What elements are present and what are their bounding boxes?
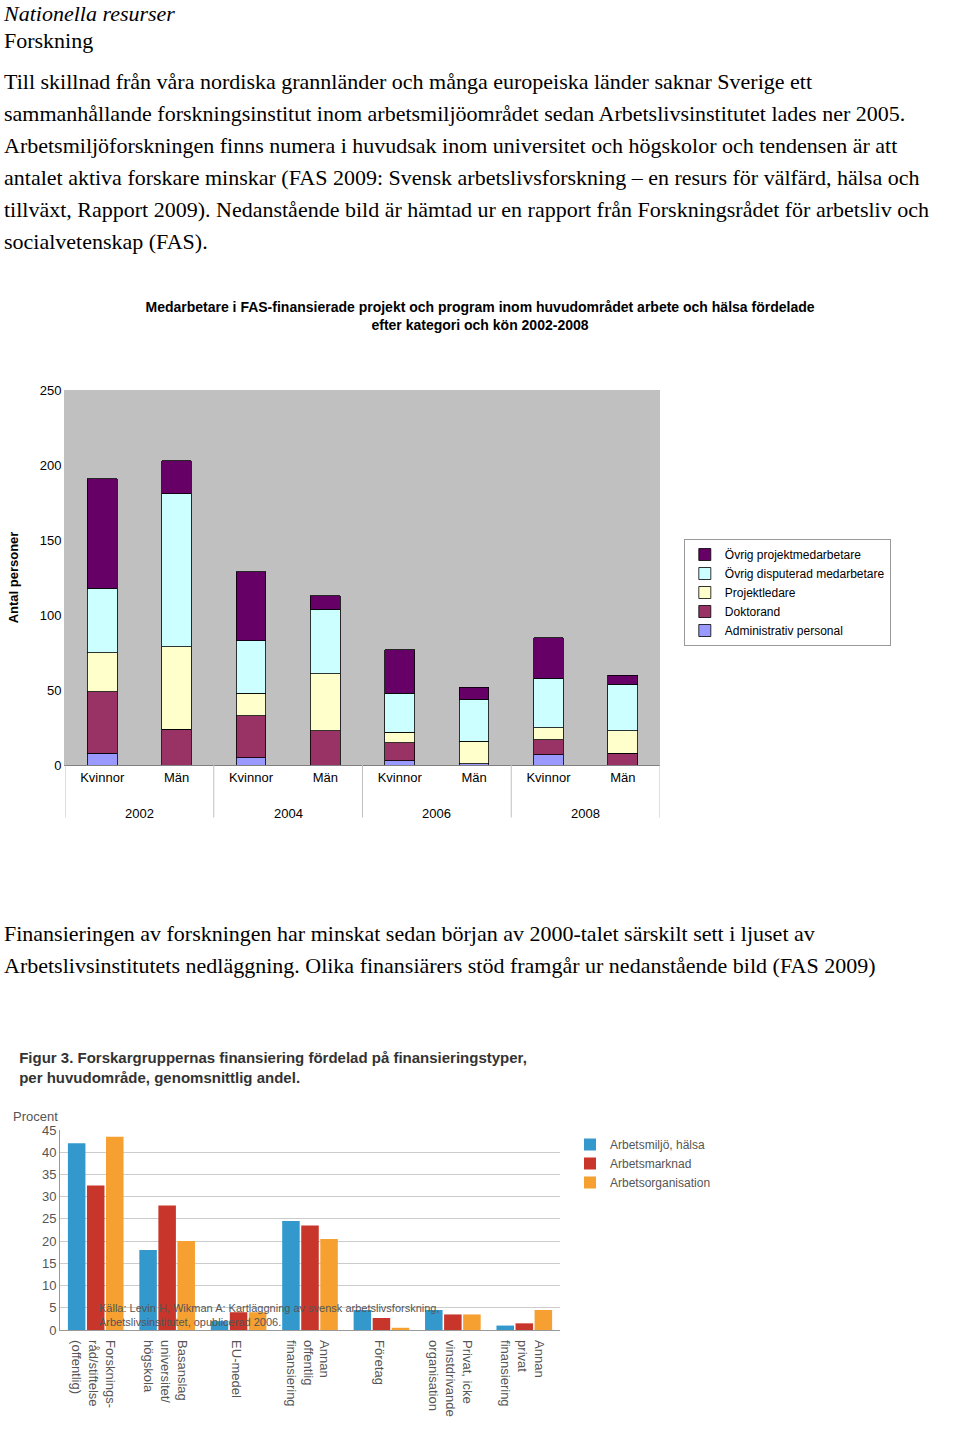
svg-text:Män: Män [313,770,338,785]
svg-text:45: 45 [42,1123,56,1138]
svg-text:15: 15 [42,1256,56,1271]
svg-text:Män: Män [610,770,635,785]
svg-text:5: 5 [49,1300,56,1315]
svg-text:50: 50 [47,683,61,698]
svg-text:Kvinnor: Kvinnor [526,770,571,785]
html-text:Till skillnad från våra nordis: Till skillnad från våra nordiska grannlä… [4,69,929,254]
svg-text:Kvinnor: Kvinnor [378,770,423,785]
svg-text:0: 0 [54,758,61,773]
svg-text:Antal personer: Antal personer [6,532,21,624]
svg-text:2004: 2004 [274,806,303,821]
svg-text:Övrig projektmedarbetare: Övrig projektmedarbetare [725,548,861,562]
svg-text:EU-medel: EU-medel [229,1340,244,1398]
svg-text:2002: 2002 [125,806,154,821]
svg-text:0: 0 [49,1323,56,1338]
svg-text:Kvinnor: Kvinnor [80,770,125,785]
svg-text:200: 200 [40,458,62,473]
svg-text:Arbetsmarknad: Arbetsmarknad [610,1157,691,1171]
svg-text:Annanoffentligfinansiering: Annanoffentligfinansiering [284,1340,333,1407]
svg-text:Administrativ personal: Administrativ personal [725,624,843,638]
svg-text:2006: 2006 [422,806,451,821]
svg-text:Arbetsmiljö, hälsa: Arbetsmiljö, hälsa [610,1138,705,1152]
html-text:Forskning: Forskning [4,28,94,53]
svg-text:Procent: Procent [13,1109,58,1124]
svg-text:100: 100 [40,608,62,623]
svg-text:250: 250 [40,383,62,398]
svg-text:30: 30 [42,1189,56,1204]
svg-text:Medarbetare i FAS-finansierade: Medarbetare i FAS-finansierade projekt o… [145,299,814,333]
svg-text:10: 10 [42,1278,56,1293]
svg-text:Företag: Företag [372,1340,387,1385]
svg-text:Annanprivatfinansiering: Annanprivatfinansiering [498,1340,547,1407]
svg-text:Övrig disputerad medarbetare: Övrig disputerad medarbetare [725,567,885,581]
svg-text:Doktorand: Doktorand [725,605,780,619]
svg-text:Forsknings-råd/stiftelse(offen: Forsknings-råd/stiftelse(offentlig) [69,1340,118,1408]
svg-text:35: 35 [42,1167,56,1182]
svg-text:2008: 2008 [571,806,600,821]
svg-text:Kvinnor: Kvinnor [229,770,274,785]
svg-text:Privat, ickevinstdrivandeorgan: Privat, ickevinstdrivandeorganisation [426,1340,475,1417]
svg-text:Män: Män [164,770,189,785]
html-text:Nationella resurser: Nationella resurser [4,1,175,26]
html-text:Finansieringen av forskningen: Finansieringen av forskningen har minska… [4,921,876,978]
svg-text:20: 20 [42,1234,56,1249]
svg-text:Arbetsorganisation: Arbetsorganisation [610,1176,710,1190]
svg-text:40: 40 [42,1145,56,1160]
svg-text:Figur 3. Forskargruppernas fin: Figur 3. Forskargruppernas finansiering … [19,1049,527,1086]
svg-text:Män: Män [461,770,486,785]
svg-text:25: 25 [42,1211,56,1226]
svg-text:Projektledare: Projektledare [725,586,796,600]
svg-text:Källa: Levin H, Wikman A: Kart: Källa: Levin H, Wikman A: Kartläggning a… [99,1302,440,1328]
svg-text:150: 150 [40,533,62,548]
svg-text:Basanslaguniversitet/högskola: Basanslaguniversitet/högskola [141,1340,190,1403]
